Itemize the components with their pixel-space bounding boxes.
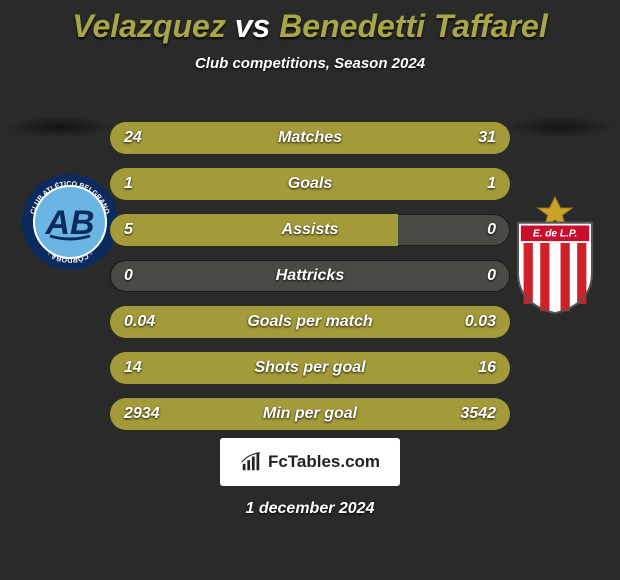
watermark: FcTables.com [220, 438, 400, 486]
stat-label: Assists [110, 214, 510, 246]
svg-text:E. de L.P.: E. de L.P. [533, 229, 577, 240]
player2-name: Benedetti Taffarel [279, 8, 548, 44]
watermark-text: FcTables.com [268, 452, 380, 472]
vs-text: vs [235, 8, 271, 44]
stat-label: Matches [110, 122, 510, 154]
stat-row: 50Assists [110, 214, 510, 246]
stat-row: 1416Shots per goal [110, 352, 510, 384]
stat-label: Goals [110, 168, 510, 200]
stat-label: Goals per match [110, 306, 510, 338]
stat-row: 2431Matches [110, 122, 510, 154]
player1-name: Velazquez [72, 8, 226, 44]
watermark-chart-icon [240, 451, 262, 473]
stat-label: Shots per goal [110, 352, 510, 384]
comparison-title: Velazquez vs Benedetti Taffarel [0, 0, 620, 45]
stats-bars: 2431Matches 11Goals 50Assists 00Hattricks 0.… [110, 122, 510, 444]
club-crest-left: CLUB ATLÉTICO BELGRANO · CÓRDOBA · AB [20, 172, 120, 272]
stat-label: Hattricks [110, 260, 510, 292]
date-text: 1 december 2024 [0, 500, 620, 518]
stat-row: 29343542Min per goal [110, 398, 510, 430]
shadow-right [505, 116, 615, 138]
stat-row: 11Goals [110, 168, 510, 200]
shadow-left [5, 116, 115, 138]
subtitle: Club competitions, Season 2024 [0, 55, 620, 72]
stat-row: 00Hattricks [110, 260, 510, 292]
stat-label: Min per goal [110, 398, 510, 430]
club-crest-right: E. de L.P. [505, 195, 605, 315]
stat-row: 0.040.03Goals per match [110, 306, 510, 338]
